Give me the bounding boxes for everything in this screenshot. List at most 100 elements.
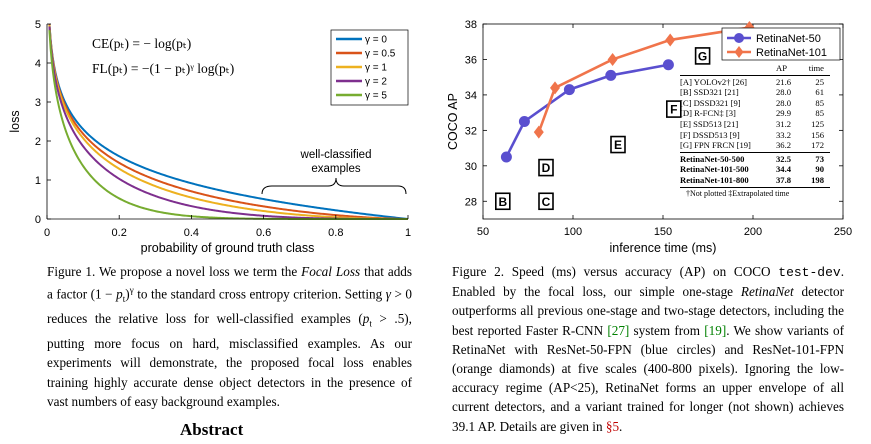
table-cell: 85 (815, 97, 824, 108)
table-cell: 90 (815, 164, 824, 175)
detector-marker-F (666, 100, 682, 118)
table-cell: 198 (811, 174, 824, 185)
detector-marker-G (694, 47, 711, 65)
x-tick-label: 250 (834, 226, 852, 238)
loss-curve-1 (48, 24, 409, 220)
loss-curve-0 (48, 23, 409, 220)
data-point-0-1 (518, 116, 530, 127)
data-point-1-0 (533, 125, 544, 139)
speed-accuracy-chart: 50 100 150 200 250 28 30 32 34 36 38 inference time… (446, 19, 852, 255)
equation-1: FL(pₜ) = −(1 − pₜ)ᵞ log(pₜ) (92, 61, 234, 76)
table-cell: 172 (811, 140, 824, 151)
legend-label-4: γ = 5 (365, 91, 387, 102)
legend-label-1: RetinaNet-101 (756, 47, 827, 59)
legend-label-2: γ = 1 (365, 63, 387, 74)
x-tick-label: 200 (744, 226, 762, 238)
detector-marker-label: C (542, 195, 551, 209)
table-rule (680, 74, 830, 76)
data-point-1-1 (550, 81, 560, 95)
y-tick-label: 1 (35, 175, 41, 187)
table-note: †Not plotted ‡Extrapolated time (686, 188, 790, 198)
legend-marker-0 (734, 33, 744, 43)
table-cell: 31.2 (776, 118, 792, 129)
table-cell: [A] YOLOv2† [26] (680, 76, 747, 87)
table-cell: 29.9 (776, 108, 792, 119)
detector-marker-E (610, 135, 626, 154)
x-tick-label: 0.8 (328, 227, 343, 239)
annotation-line-1: well-classified (300, 149, 372, 161)
legend-marker-1 (734, 46, 744, 58)
legend: RetinaNet-50 RetinaNet-101 (721, 27, 841, 61)
data-point-0-4 (662, 59, 674, 71)
table-row: RetinaNet-101-800 37.8 198 (680, 175, 830, 186)
x-tick-label: 0.6 (256, 227, 271, 239)
table-cell: 61 (815, 87, 824, 98)
data-point-0-2 (563, 84, 575, 96)
legend-label-0: RetinaNet-50 (756, 33, 821, 45)
y-tick-label: 32 (465, 125, 477, 137)
well-classified-annotation: well-classified examples (261, 149, 407, 195)
x-tick-label: 0.2 (112, 227, 127, 239)
table-cell: RetinaNet-50-500 (680, 153, 745, 164)
table-cell: [G] FPN FRCN [19] (680, 140, 751, 151)
table-cell: RetinaNet-101-800 (680, 174, 749, 185)
y-axis-label: loss (8, 110, 22, 132)
y-tick-label: 3 (35, 97, 41, 109)
y-axis-label: COCO AP (446, 93, 460, 150)
x-axis-label: probability of ground truth class (141, 241, 315, 255)
y-tick-label: 28 (465, 196, 477, 208)
abstract-heading: Abstract (180, 420, 244, 439)
x-tick-label: 0.4 (184, 227, 199, 239)
legend-label-0: γ = 0 (365, 35, 387, 46)
table-rule (680, 186, 830, 188)
table-cell: RetinaNet-101-500 (680, 164, 749, 175)
table-cell: 156 (811, 129, 824, 140)
x-axis-label: inference time (ms) (610, 241, 717, 255)
detector-marker-C (538, 192, 554, 211)
y-tick-label: 4 (35, 58, 41, 70)
table-cell: 32.5 (776, 153, 792, 164)
figure-1-caption: Figure 1. We propose a novel loss we ter… (47, 264, 413, 409)
y-tick-label: 38 (465, 19, 477, 31)
detector-marker-label: E (614, 138, 622, 152)
table-cell: [D] R-FCN‡ [3] (680, 108, 736, 119)
data-point-0-0 (500, 151, 512, 163)
data-point-1-2 (607, 52, 618, 66)
table-row: [E] SSD513 [21] 31.2 125 (680, 119, 830, 130)
table-cell: 125 (811, 118, 824, 129)
legend-label-3: γ = 2 (365, 77, 387, 88)
table-cell: 33.2 (776, 129, 792, 140)
table-cell: 25 (815, 76, 824, 87)
table-header-cell: AP (776, 63, 787, 73)
equation-0: CE(pₜ) = − log(pₜ) (92, 36, 191, 51)
table-cell: 21.6 (776, 76, 792, 87)
table-cell: 28.0 (776, 87, 792, 98)
table-cell: [E] SSD513 [21] (680, 118, 739, 129)
x-tick-label: 0 (44, 227, 50, 239)
x-tick-label: 1 (405, 227, 411, 239)
detector-marker-label: B (498, 195, 507, 209)
y-tick-label: 30 (465, 161, 477, 173)
y-tick-label: 34 (465, 90, 477, 102)
table-header: AP time (680, 63, 830, 74)
table-cell: [C] DSSD321 [9] (680, 97, 741, 108)
table-row: [B] SSD321 [21] 28.0 61 (680, 87, 830, 98)
focal-loss-chart: 0 0.2 0.4 0.6 0.8 1 0 1 2 3 4 5 probability of groun… (8, 19, 411, 255)
annotation-line-2: examples (311, 163, 360, 175)
equations: CE(pₜ) = − log(pₜ) FL(pₜ) = −(1 − pₜ)ᵞ lo… (92, 36, 234, 76)
x-tick-label: 150 (654, 226, 672, 238)
table-cell: 37.8 (776, 174, 792, 185)
legend-label-1: γ = 0.5 (365, 49, 396, 60)
y-tick-label: 0 (35, 214, 41, 226)
table-cell: 28.0 (776, 97, 792, 108)
table-cell: 36.2 (776, 140, 792, 151)
detector-marker-label: G (698, 49, 707, 63)
y-tick-label: 36 (465, 54, 477, 66)
figure-2-caption: Figure 2. Speed (ms) versus accuracy (AP… (452, 264, 845, 434)
x-tick-label: 100 (564, 226, 582, 238)
figure-1: 0 0.2 0.4 0.6 0.8 1 0 1 2 3 4 5 probability of groun… (0, 0, 440, 260)
table-row: [C] DSSD321 [9] 28.0 85 (680, 98, 830, 109)
table-row: [F] DSSD513 [9] 33.2 156 (680, 130, 830, 141)
data-point-1-3 (665, 33, 676, 47)
detector-table: AP time [A] YOLOv2† [26] 21.6 25 [B] SSD321 [… (680, 63, 830, 199)
